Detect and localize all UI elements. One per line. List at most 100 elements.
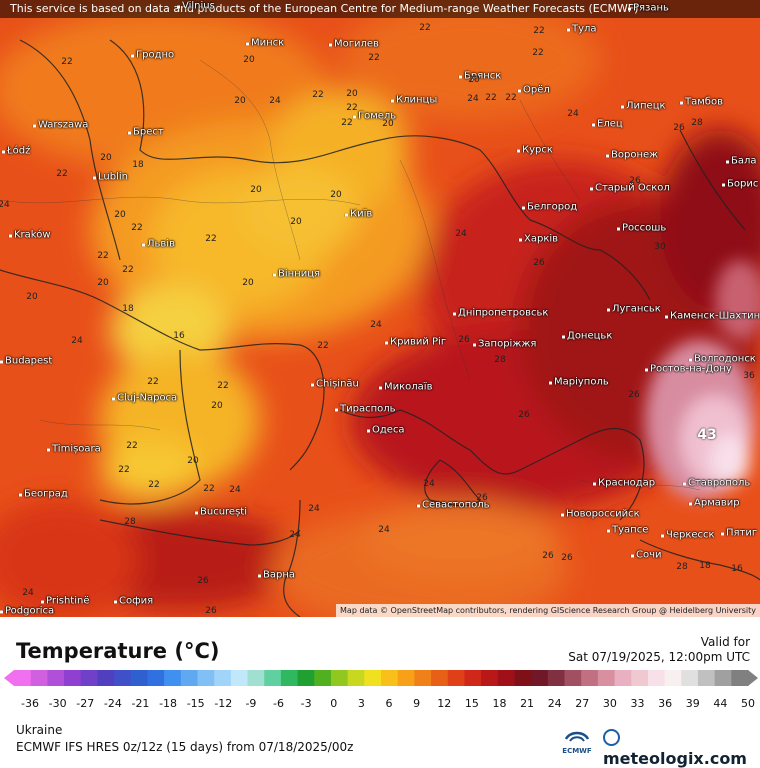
city-label: Харків <box>518 233 559 245</box>
scale-tick-label: -36 <box>21 697 39 710</box>
temperature-value: 26 <box>673 123 685 133</box>
temperature-value: 20 <box>114 210 126 220</box>
temperature-value: 28 <box>676 562 688 572</box>
color-scale-step <box>614 670 632 686</box>
color-scale-step <box>397 670 415 686</box>
color-scale-step <box>47 670 65 686</box>
color-scale-step <box>531 670 549 686</box>
scale-tick-label: 24 <box>547 697 562 710</box>
temperature-value: 22 <box>532 48 544 58</box>
city-label: Запоріжжя <box>472 338 537 350</box>
ecmwf-logo-text: ECMWF <box>562 747 592 755</box>
temperature-map[interactable]: This service is based on data and produc… <box>0 0 760 617</box>
city-label: Вінниця <box>272 268 321 280</box>
city-label: Пятиг <box>720 527 758 539</box>
temperature-value: 22 <box>533 26 545 36</box>
color-scale-step <box>364 670 382 686</box>
scale-tick-label: -27 <box>76 697 95 710</box>
meteologix-icon <box>603 729 620 746</box>
city-label: Ставрополь <box>682 477 751 489</box>
color-scale-step <box>30 670 48 686</box>
temperature-value: 20 <box>242 278 254 288</box>
temperature-value: 22 <box>312 90 324 100</box>
color-scale-step <box>581 670 599 686</box>
temperature-value: 22 <box>56 169 68 179</box>
city-label: Timișoara <box>47 443 101 455</box>
city-label: Краснодар <box>592 477 656 489</box>
color-scale-step <box>297 670 315 686</box>
temperature-value: 22 <box>419 23 431 33</box>
city-label: Старый Оскол <box>590 182 670 194</box>
scale-tick-label: -3 <box>300 697 312 710</box>
color-scale-step <box>230 670 249 686</box>
temperature-value: 22 <box>122 265 134 275</box>
legend-panel: Temperature (°C) Valid for Sat 07/19/202… <box>0 617 760 768</box>
temperature-value: 36 <box>743 371 755 381</box>
color-scale-step <box>681 670 699 686</box>
city-label: Budapest <box>0 355 53 367</box>
temperature-value: 24 <box>378 525 390 535</box>
scale-tick-label: 21 <box>520 697 535 710</box>
scale-tick-label: 12 <box>437 697 452 710</box>
city-label: Елец <box>592 118 623 130</box>
temperature-value: 20 <box>211 401 223 411</box>
map-attribution[interactable]: Map data © OpenStreetMap contributors, r… <box>336 604 760 617</box>
city-label: Каменск-Шахтинский <box>665 311 760 322</box>
city-label: Черкесск <box>661 529 715 541</box>
city-label: Львів <box>142 238 175 250</box>
city-label: Podgorica <box>0 605 55 617</box>
color-scale-step <box>214 670 232 686</box>
temperature-value: 22 <box>118 465 130 475</box>
color-scale-step <box>347 670 365 686</box>
city-label: Армавир <box>689 497 740 509</box>
color-scale-step <box>180 670 198 686</box>
scale-tick-label: 9 <box>413 697 421 710</box>
temperature-value: 20 <box>97 278 109 288</box>
city-label: Брест <box>128 126 164 138</box>
temperature-value: 28 <box>494 355 506 365</box>
temperature-value: 22 <box>61 57 73 67</box>
city-label: Варна <box>257 569 296 581</box>
temperature-value: 26 <box>476 493 488 503</box>
city-label: Тирасполь <box>335 403 396 415</box>
brand-name[interactable]: meteologix.com <box>603 729 760 768</box>
color-scale-step <box>714 670 732 686</box>
temperature-value: 20 <box>346 89 358 99</box>
temperature-value: 20 <box>234 96 246 106</box>
legend-title: Temperature (°C) <box>16 639 220 663</box>
scale-tick-label: -6 <box>273 697 285 710</box>
temperature-value: 16 <box>173 331 185 341</box>
temperature-value: 18 <box>122 304 134 314</box>
city-label: Клинцы <box>390 94 438 106</box>
temperature-value: 26 <box>629 176 641 186</box>
city-label: Гродно <box>130 49 175 61</box>
temperature-value: 22 <box>147 377 159 387</box>
temperature-value: 20 <box>290 217 302 227</box>
city-label: Борис <box>721 178 759 190</box>
city-label: Могилев <box>329 38 379 50</box>
color-scale-step <box>464 670 482 686</box>
temperature-value: 24 <box>423 479 435 489</box>
color-scale-step <box>80 670 98 686</box>
temperature-value: 24 <box>308 504 320 514</box>
temperature-value: 20 <box>250 185 262 195</box>
scale-tick-label: 3 <box>357 697 365 710</box>
city-label: Одеса <box>367 424 405 436</box>
scale-tick-label: 18 <box>492 697 507 710</box>
color-scale-step <box>431 670 449 686</box>
valid-time-block: Valid for Sat 07/19/2025, 12:00pm UTC <box>568 635 750 665</box>
color-scale-step <box>381 670 399 686</box>
valid-time-value: Sat 07/19/2025, 12:00pm UTC <box>568 650 750 664</box>
city-label: Гомель <box>352 110 397 122</box>
city-label: Кривий Ріг <box>384 336 447 348</box>
temperature-value: 26 <box>518 410 530 420</box>
temperature-value: 22 <box>317 341 329 351</box>
color-scale-step <box>447 670 465 686</box>
scale-tick-label: 44 <box>713 697 728 710</box>
max-temperature-value: 43 <box>697 427 717 443</box>
valid-for-label: Valid for <box>700 635 750 649</box>
temperature-value: 20 <box>330 190 342 200</box>
temperature-field <box>0 0 760 617</box>
temperature-value: 26 <box>542 551 554 561</box>
scale-tick-label: -18 <box>159 697 178 710</box>
